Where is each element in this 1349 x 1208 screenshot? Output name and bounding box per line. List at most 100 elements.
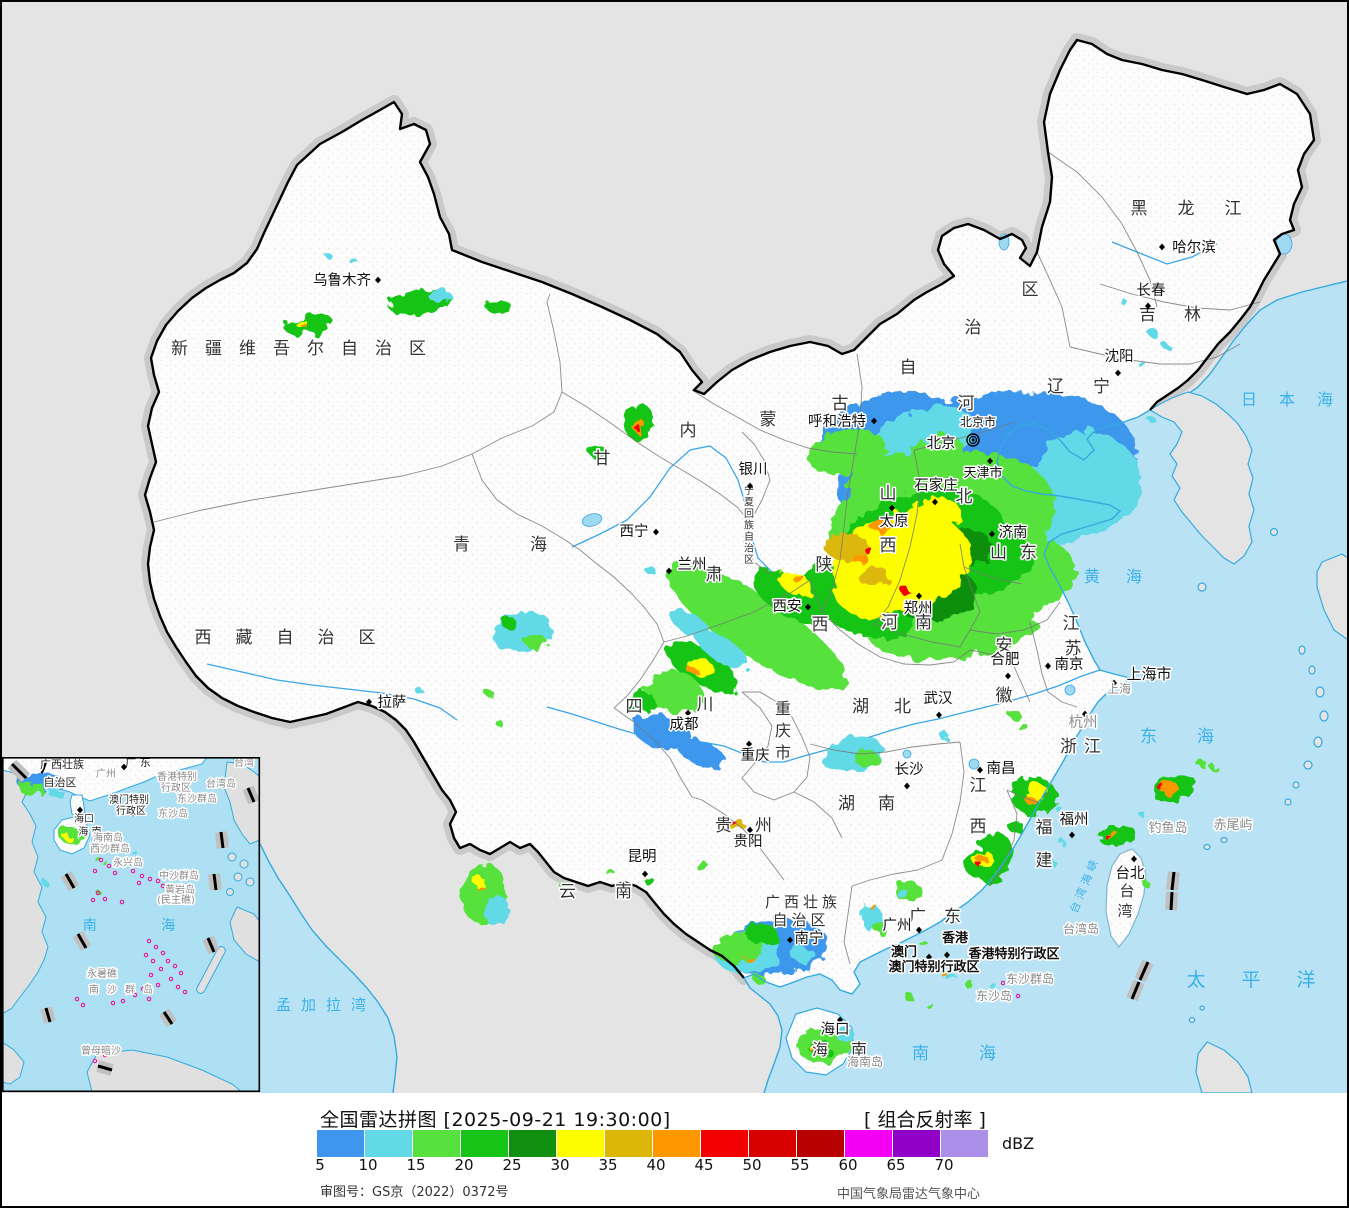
radar-echo bbox=[940, 970, 946, 976]
reef-mark bbox=[96, 1046, 102, 1052]
china-coastline bbox=[743, 409, 1151, 995]
inset-label: 西沙群岛 bbox=[90, 842, 130, 855]
city-label: 福州 bbox=[1060, 811, 1089, 828]
city-marker bbox=[932, 498, 938, 506]
city-marker bbox=[1111, 679, 1117, 687]
inset-radar-echo-layer bbox=[18, 772, 135, 894]
city-marker bbox=[936, 711, 942, 719]
sea-label: 黄海 bbox=[1084, 567, 1168, 586]
city-marker bbox=[926, 953, 932, 961]
radar-echo bbox=[644, 671, 704, 713]
city-label: 北京市 bbox=[960, 414, 996, 429]
reef-mark bbox=[130, 811, 136, 817]
scale-cell-25 bbox=[509, 1130, 556, 1157]
province-label: 北 bbox=[956, 487, 973, 507]
city-label: 天津市 bbox=[963, 465, 1002, 481]
inset-label: 东沙岛 bbox=[158, 807, 188, 820]
city-marker bbox=[1115, 369, 1121, 377]
city-label: 合肥 bbox=[991, 651, 1020, 668]
reef-mark bbox=[155, 878, 161, 884]
kyushu-japan bbox=[1316, 553, 1347, 640]
scale-cell-20 bbox=[461, 1130, 508, 1157]
city-marker bbox=[747, 826, 753, 834]
reef-mark bbox=[146, 938, 152, 944]
scale-value: 60 bbox=[838, 1156, 858, 1174]
city-marker bbox=[366, 698, 372, 706]
island-label: 钓鱼岛 bbox=[1148, 820, 1187, 836]
radar-echo bbox=[645, 878, 655, 886]
inset-label: 海 南 bbox=[78, 825, 101, 838]
reef-mark bbox=[140, 986, 146, 992]
province-label: 青海 bbox=[453, 535, 607, 555]
radar-echo bbox=[632, 713, 692, 751]
city-label: 西宁 bbox=[620, 523, 649, 540]
scale-cell-15 bbox=[413, 1130, 460, 1157]
province-label: 宁夏回族自治区 bbox=[744, 484, 754, 566]
island-label: 赤尾屿 bbox=[1213, 818, 1252, 833]
radar-echo bbox=[807, 429, 887, 475]
radar-echo bbox=[864, 547, 872, 553]
reef-mark bbox=[74, 996, 80, 1002]
province-label: 江 bbox=[1063, 614, 1080, 634]
scale-value: 5 bbox=[315, 1156, 325, 1174]
city-marker bbox=[904, 782, 910, 790]
radar-echo bbox=[1210, 765, 1218, 771]
city-label: 澳门特别行政区 bbox=[888, 959, 979, 975]
city-label: 长春 bbox=[1137, 282, 1166, 299]
radar-echo bbox=[790, 946, 814, 962]
scale-cell-65 bbox=[893, 1130, 940, 1157]
province-label: 台 bbox=[1119, 882, 1134, 900]
nine-dash-line bbox=[1126, 871, 1180, 1002]
city-marker bbox=[375, 276, 381, 284]
radar-echo bbox=[667, 564, 847, 690]
radar-echo bbox=[778, 570, 812, 596]
province-label: 河南 bbox=[881, 613, 949, 633]
reef-mark bbox=[132, 992, 138, 998]
inset-label: 行政区 bbox=[161, 781, 191, 794]
korea-peninsula bbox=[1148, 391, 1255, 565]
inset-label: 中沙群岛 bbox=[159, 869, 199, 882]
reef-mark bbox=[160, 950, 166, 956]
map-title: 全国雷达拼图 [2025-09-21 19:30:00] bbox=[320, 1109, 671, 1131]
radar-echo bbox=[932, 961, 944, 971]
poyang-lake bbox=[968, 758, 980, 770]
city-marker bbox=[916, 592, 922, 600]
city-label: 乌鲁木齐 bbox=[313, 272, 371, 289]
city-label: 北京 bbox=[927, 435, 956, 452]
city-marker bbox=[787, 936, 793, 944]
radar-echo bbox=[1082, 426, 1094, 434]
province-label: 西 bbox=[970, 817, 987, 837]
inset-visayas bbox=[226, 852, 255, 896]
inset-label: (民主礁) bbox=[157, 893, 195, 906]
inset-reef-markers bbox=[74, 799, 188, 1064]
radar-echo bbox=[636, 426, 642, 432]
city-label: 南宁 bbox=[795, 930, 824, 947]
radar-echo bbox=[870, 905, 878, 911]
reef-mark bbox=[106, 863, 112, 869]
radar-echo bbox=[117, 841, 123, 847]
city-marker bbox=[1005, 672, 1011, 680]
radar-echo bbox=[905, 994, 915, 1002]
reef-mark bbox=[147, 876, 153, 882]
coastline-russia bbox=[1169, 280, 1347, 403]
province-label: 辽宁 bbox=[1047, 377, 1139, 397]
scale-value: 50 bbox=[742, 1156, 762, 1174]
radar-echo bbox=[525, 635, 547, 649]
boundary-dash bbox=[44, 1007, 52, 1023]
radar-echo bbox=[1197, 760, 1207, 768]
china-national-border bbox=[143, 38, 1316, 979]
reef-mark bbox=[126, 799, 132, 805]
radar-echo bbox=[899, 586, 909, 594]
scale-cell-55 bbox=[797, 1130, 844, 1157]
inset-lands bbox=[2, 757, 260, 1092]
radar-echo bbox=[1059, 839, 1065, 845]
city-label: 兰州 bbox=[678, 556, 707, 573]
city-marker bbox=[747, 482, 753, 490]
radar-echo-layer bbox=[285, 251, 1218, 1062]
province-label: 广东 bbox=[909, 907, 979, 927]
reef-mark bbox=[153, 944, 159, 950]
